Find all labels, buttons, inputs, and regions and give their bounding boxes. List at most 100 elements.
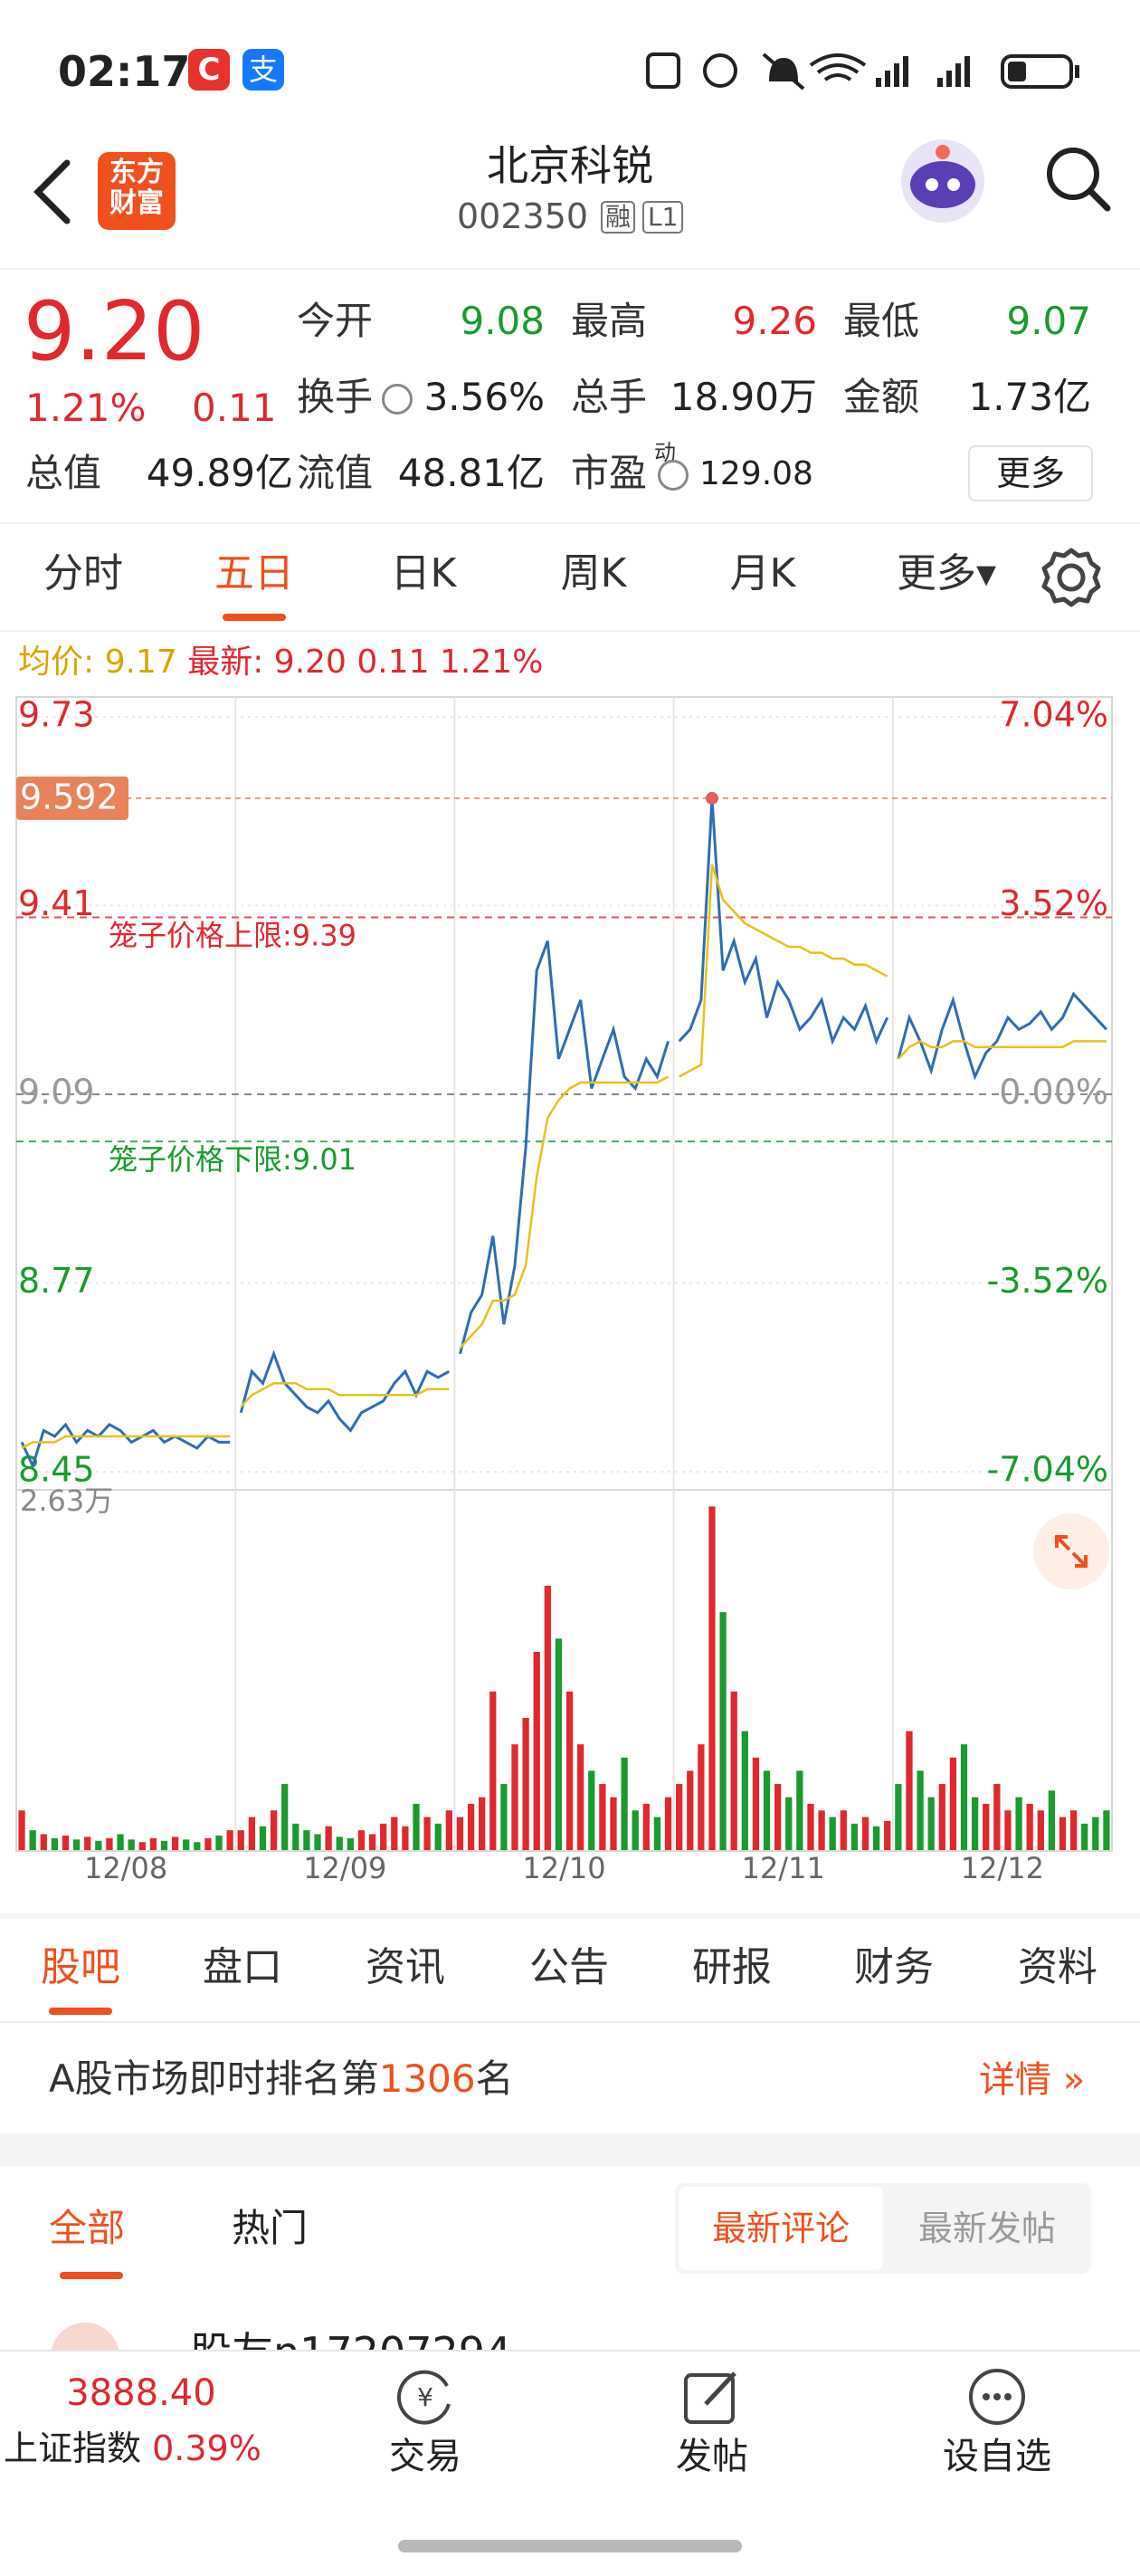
volume-bar	[653, 1817, 661, 1850]
stat-label: 总手	[571, 375, 648, 419]
volume-bar	[434, 1823, 442, 1850]
volume-bar	[522, 1717, 529, 1850]
volume-bar	[906, 1731, 913, 1850]
assistant-avatar[interactable]	[896, 134, 990, 228]
volume-bar	[555, 1638, 563, 1850]
tab[interactable]: 研报	[692, 1944, 772, 1990]
volume-bar	[292, 1823, 299, 1850]
stat-value: 9.07	[1006, 299, 1091, 343]
volume-bar	[160, 1840, 168, 1850]
index-info: 上证指数 0.39%	[4, 2431, 261, 2466]
volume-bar	[51, 1837, 59, 1850]
action-label[interactable]: 发帖	[676, 2436, 748, 2477]
stat-label: 总值	[25, 451, 102, 495]
action-label[interactable]: 交易	[389, 2436, 461, 2477]
app-icon: C	[188, 49, 230, 91]
volume-bar	[1103, 1810, 1110, 1850]
back-button[interactable]	[31, 156, 76, 228]
legend-value: 0.11	[356, 644, 430, 681]
volume-bar	[1092, 1817, 1099, 1850]
ranking: A股市场即时排名第1306名	[49, 2060, 514, 2098]
volume-bar	[128, 1839, 135, 1850]
tab[interactable]: 更多▾	[896, 550, 997, 596]
y2-tick-label: 0.00%	[999, 1073, 1108, 1112]
index-name: 上证指数	[4, 2428, 142, 2468]
cage-limit-label: 笼子价格下限:9.01	[109, 1142, 356, 1177]
tab-underline	[49, 2008, 112, 2015]
tag: 融	[601, 201, 636, 234]
volume-bar	[565, 1691, 574, 1850]
tab[interactable]: 日K	[390, 550, 457, 596]
volume-bar	[1048, 1790, 1056, 1850]
tab[interactable]: 月K	[729, 550, 796, 596]
volume-bar	[138, 1842, 146, 1850]
more-button[interactable]: 更多	[968, 445, 1093, 501]
volume-bar	[610, 1797, 617, 1850]
legend-value: 1.21%	[440, 644, 544, 681]
volume-bar	[533, 1651, 540, 1850]
stat-label: 最高	[571, 299, 648, 343]
filter-tab[interactable]: 全部	[49, 2206, 126, 2250]
tab[interactable]: 分时	[43, 550, 123, 596]
tab[interactable]: 盘口	[203, 1944, 282, 1990]
volume-bar	[95, 1840, 102, 1850]
settings-button[interactable]	[1040, 547, 1102, 608]
volume-bar	[413, 1803, 420, 1850]
tab[interactable]: 股吧	[41, 1944, 120, 1990]
volume-bar	[752, 1757, 760, 1850]
stat-value: 18.90万	[670, 375, 817, 419]
tab[interactable]: 五日	[214, 550, 294, 596]
volume-bar	[248, 1817, 255, 1850]
status-icons	[646, 52, 1079, 91]
action-label[interactable]: 设自选	[943, 2436, 1051, 2477]
search-button[interactable]	[1044, 145, 1113, 214]
x-tick-label: 12/08	[84, 1851, 167, 1885]
stat-label: 今开	[297, 299, 374, 343]
volume-bar	[588, 1770, 595, 1850]
detail-link[interactable]: 详情 »	[979, 2059, 1086, 2101]
tab[interactable]: 公告	[529, 1944, 609, 1990]
five-day-chart: 9.739.419.098.778.457.04%3.52%0.00%-3.52…	[15, 695, 1113, 1885]
volume-bar	[873, 1826, 880, 1850]
separator	[0, 2133, 1140, 2166]
y-tick-label: 8.77	[18, 1261, 95, 1301]
volume-bar	[423, 1817, 431, 1850]
sort-option[interactable]: 最新评论	[679, 2187, 883, 2270]
volume-bar	[149, 1837, 157, 1850]
chart-legend: 均价: 9.17 最新: 9.20 0.11 1.21%	[18, 646, 543, 679]
stat-label: 流值	[297, 451, 374, 495]
price-line	[239, 1350, 451, 1433]
volume-bar	[357, 1830, 366, 1850]
volume-bar	[303, 1830, 310, 1850]
expand-button[interactable]	[1033, 1513, 1109, 1589]
separator	[0, 1913, 1140, 1919]
volume-bar	[18, 1810, 25, 1850]
index-value[interactable]: 3888.40	[66, 2372, 216, 2414]
volume-bar	[1026, 1803, 1033, 1850]
volume-bar	[917, 1770, 924, 1850]
post-icon	[684, 2371, 736, 2424]
volume-bar	[1037, 1810, 1044, 1850]
volume-bar	[829, 1817, 836, 1850]
tab[interactable]: 周K	[560, 550, 627, 596]
sort-option[interactable]: 最新发帖	[917, 2209, 1056, 2248]
tab[interactable]: 财务	[854, 1944, 934, 1990]
app-logo[interactable]: 东方 财富	[98, 152, 176, 230]
tab[interactable]: 资料	[1018, 1944, 1097, 1990]
volume-bar	[818, 1810, 825, 1850]
volume-bar	[281, 1783, 289, 1850]
volume-bar	[489, 1691, 497, 1850]
volume-bar	[698, 1744, 705, 1850]
y-tick-label: 9.09	[18, 1073, 95, 1112]
stat-label: 金额	[843, 375, 920, 419]
stock-name: 北京科锐	[487, 141, 653, 190]
tab[interactable]: 资讯	[366, 1944, 445, 1990]
volume-bar	[719, 1612, 727, 1850]
trade-icon: ¥	[397, 2370, 451, 2425]
x-tick-label: 12/10	[522, 1851, 605, 1885]
volume-bar	[971, 1797, 979, 1850]
volume-bar	[402, 1826, 409, 1850]
stat-value: 9.08	[460, 299, 545, 343]
filter-tab[interactable]: 热门	[232, 2206, 309, 2250]
volume-bar	[237, 1830, 244, 1850]
